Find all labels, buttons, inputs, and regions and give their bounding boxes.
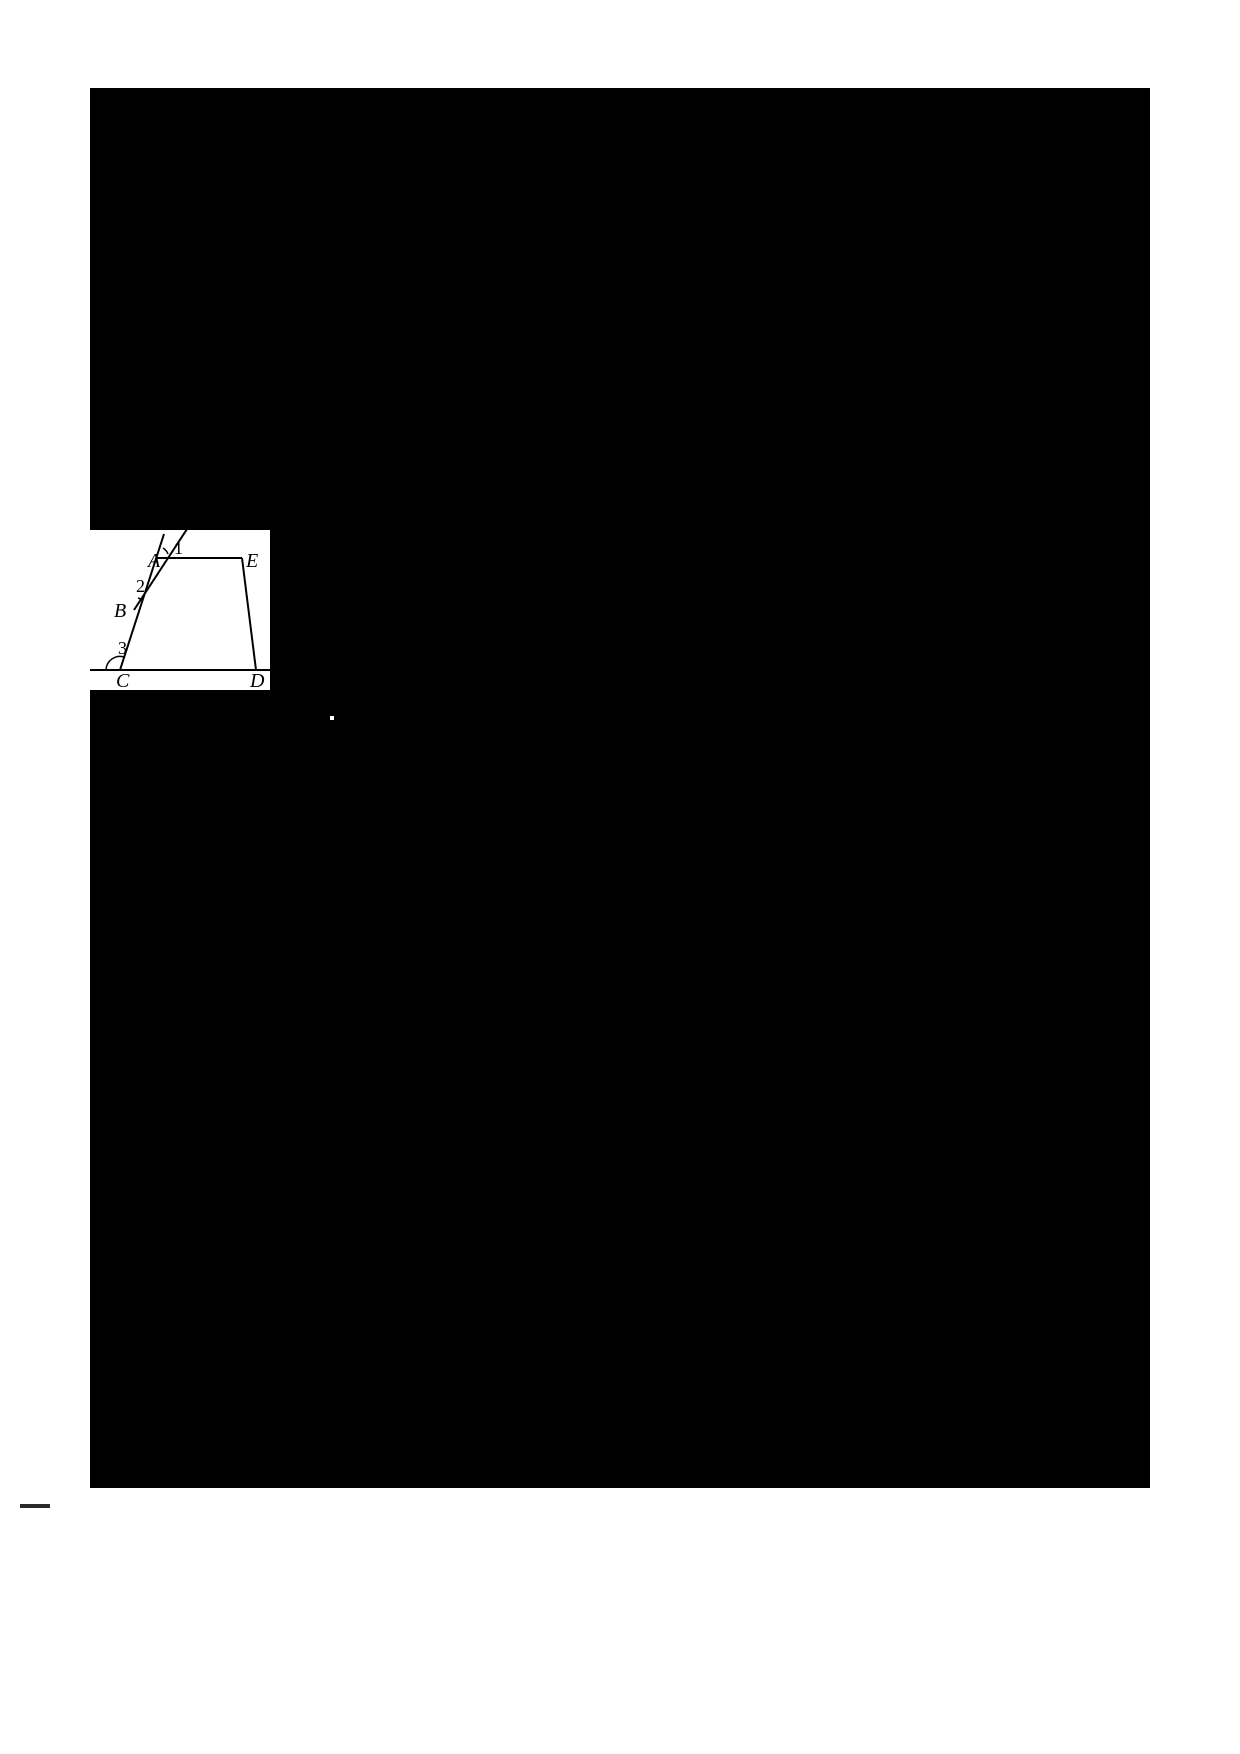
angle-label-2: 2 [136,576,145,597]
label-b: B [114,600,126,623]
angle-label-1: 1 [174,538,183,559]
geometry-diagram: A E B C D 1 2 3 [90,530,270,690]
oblique-through-a [134,530,210,610]
label-e: E [246,550,258,573]
footer-dash [20,1504,50,1508]
page: A E B C D 1 2 3 [0,0,1240,1754]
label-c: C [116,670,129,693]
artifact-speck [330,716,334,720]
angle-arc-1 [163,548,168,554]
label-d: D [250,670,264,693]
label-a: A [148,550,160,573]
segment-ed [242,558,256,670]
angle-label-3: 3 [118,638,127,659]
black-region [90,88,1150,1488]
